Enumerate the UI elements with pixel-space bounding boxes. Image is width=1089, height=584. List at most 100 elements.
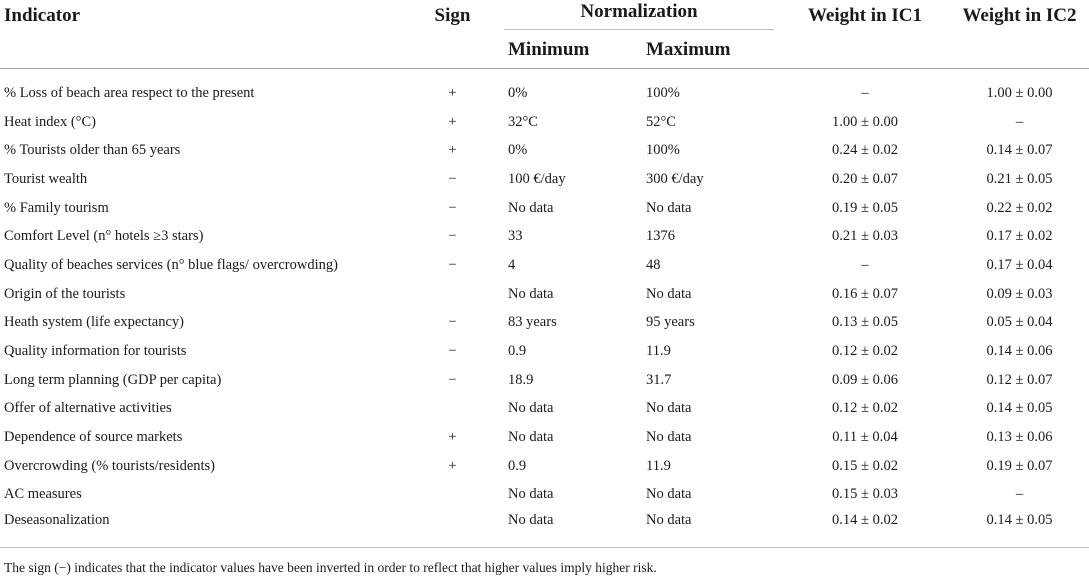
table-row: Comfort Level (n° hotels ≥3 stars) − 33 …	[0, 222, 1089, 251]
cell-indicator: Dependence of source markets	[4, 429, 183, 446]
cell-maximum: No data	[646, 429, 692, 446]
cell-minimum: 0%	[508, 84, 528, 101]
cell-weight-ic2: 0.14 ± 0.05	[986, 400, 1053, 417]
header-normalization-label: Normalization	[504, 1, 774, 30]
cell-maximum: 11.9	[646, 457, 671, 474]
cell-maximum: 100%	[646, 142, 680, 159]
cell-weight-ic2: 0.09 ± 0.03	[986, 285, 1053, 302]
cell-sign: +	[448, 142, 457, 159]
cell-weight-ic2: 0.14 ± 0.06	[986, 343, 1053, 360]
cell-weight-ic2: 0.13 ± 0.06	[986, 429, 1053, 446]
cell-weight-ic2: 0.19 ± 0.07	[986, 457, 1053, 474]
cell-weight-ic1: 0.15 ± 0.02	[832, 457, 898, 474]
cell-weight-ic2: –	[1015, 113, 1024, 130]
cell-minimum: 32°C	[508, 113, 538, 130]
cell-indicator: AC measures	[4, 486, 82, 503]
cell-minimum: No data	[508, 285, 554, 302]
cell-sign: −	[448, 343, 457, 360]
cell-maximum: No data	[646, 512, 692, 529]
cell-maximum: 48	[646, 256, 661, 273]
cell-maximum: 100%	[646, 84, 680, 101]
table-row: % Family tourism − No data No data 0.19 …	[0, 194, 1089, 223]
cell-maximum: 95 years	[646, 314, 695, 331]
cell-maximum: 31.7	[646, 371, 672, 388]
cell-weight-ic2: –	[1015, 486, 1024, 503]
cell-minimum: 4	[508, 256, 516, 273]
cell-indicator: Quality of beaches services (n° blue fla…	[4, 256, 338, 273]
cell-weight-ic1: 0.21 ± 0.03	[832, 228, 898, 245]
header-minimum: Minimum	[508, 38, 590, 60]
cell-weight-ic1: 0.15 ± 0.03	[832, 486, 898, 503]
table-row: Long term planning (GDP per capita) − 18…	[0, 366, 1089, 395]
cell-weight-ic2: 0.14 ± 0.05	[986, 512, 1053, 529]
cell-indicator: Tourist wealth	[4, 170, 88, 187]
cell-sign	[401, 395, 504, 424]
cell-sign: +	[448, 113, 457, 130]
cell-weight-ic1: –	[861, 256, 869, 273]
table-row: Overcrowding (% tourists/residents) + 0.…	[0, 452, 1089, 481]
cell-minimum: 18.9	[508, 371, 534, 388]
cell-weight-ic1: –	[861, 84, 869, 101]
cell-weight-ic2: 0.12 ± 0.07	[986, 371, 1053, 388]
indicator-table: Indicator Sign Normalization Weight in I…	[0, 1, 1089, 545]
cell-sign: +	[448, 457, 457, 474]
cell-weight-ic2: 0.22 ± 0.02	[986, 199, 1053, 216]
cell-maximum: No data	[646, 486, 692, 503]
cell-indicator: Heath system (life expectancy)	[4, 314, 184, 331]
cell-sign: −	[448, 170, 457, 187]
cell-indicator: Offer of alternative activities	[4, 400, 172, 417]
cell-maximum: 300 €/day	[646, 170, 704, 187]
cell-maximum: No data	[646, 400, 692, 417]
table-row: Dependence of source markets + No data N…	[0, 423, 1089, 452]
table-row: Quality of beaches services (n° blue fla…	[0, 251, 1089, 280]
cell-indicator: Comfort Level (n° hotels ≥3 stars)	[4, 228, 204, 245]
cell-maximum: No data	[646, 285, 692, 302]
cell-minimum: No data	[508, 199, 554, 216]
cell-minimum: 0%	[508, 142, 528, 159]
cell-indicator: % Tourists older than 65 years	[4, 142, 181, 159]
cell-weight-ic2: 0.17 ± 0.04	[986, 256, 1053, 273]
table-row: % Loss of beach area respect to the pres…	[0, 69, 1089, 108]
cell-sign	[401, 509, 504, 545]
cell-indicator: % Loss of beach area respect to the pres…	[4, 84, 255, 101]
cell-indicator: Origin of the tourists	[4, 285, 126, 302]
cell-minimum: 0.9	[508, 343, 527, 360]
header-weight-ic1: Weight in IC1	[807, 4, 923, 26]
cell-sign: −	[448, 228, 457, 245]
cell-minimum: No data	[508, 400, 554, 417]
header-row-2: Minimum Maximum	[0, 31, 1089, 69]
cell-sign: +	[448, 429, 457, 446]
cell-sign: −	[448, 314, 457, 331]
cell-weight-ic2: 0.17 ± 0.02	[986, 228, 1053, 245]
header-maximum: Maximum	[646, 38, 731, 60]
cell-indicator: Overcrowding (% tourists/residents)	[4, 457, 216, 474]
table-row: Deseasonalization No data No data 0.14 ±…	[0, 509, 1089, 545]
cell-weight-ic1: 0.12 ± 0.02	[832, 343, 898, 360]
table-row: AC measures No data No data 0.15 ± 0.03 …	[0, 481, 1089, 510]
table-row: % Tourists older than 65 years + 0% 100%…	[0, 136, 1089, 165]
cell-minimum: No data	[508, 512, 554, 529]
cell-indicator: Long term planning (GDP per capita)	[4, 371, 222, 388]
cell-minimum: 0.9	[508, 457, 527, 474]
cell-indicator: % Family tourism	[4, 199, 109, 216]
cell-weight-ic1: 0.09 ± 0.06	[832, 371, 898, 388]
table-row: Heath system (life expectancy) − 83 year…	[0, 309, 1089, 338]
header-indicator: Indicator	[4, 4, 80, 26]
cell-weight-ic2: 1.00 ± 0.00	[986, 84, 1053, 101]
cell-weight-ic1: 0.20 ± 0.07	[832, 170, 898, 187]
cell-minimum: No data	[508, 429, 554, 446]
cell-weight-ic1: 0.12 ± 0.02	[832, 400, 898, 417]
cell-sign	[401, 280, 504, 309]
cell-maximum: No data	[646, 199, 692, 216]
table-row: Origin of the tourists No data No data 0…	[0, 280, 1089, 309]
cell-indicator: Heat index (°C)	[4, 113, 96, 130]
table-row: Tourist wealth − 100 €/day 300 €/day 0.2…	[0, 165, 1089, 194]
cell-minimum: 83 years	[508, 314, 557, 331]
table-row: Heat index (°C) + 32°C 52°C 1.00 ± 0.00 …	[0, 108, 1089, 137]
cell-sign: −	[448, 199, 457, 216]
cell-sign: −	[448, 371, 457, 388]
cell-sign: −	[448, 256, 457, 273]
cell-sign: +	[448, 84, 457, 101]
cell-maximum: 52°C	[646, 113, 676, 130]
